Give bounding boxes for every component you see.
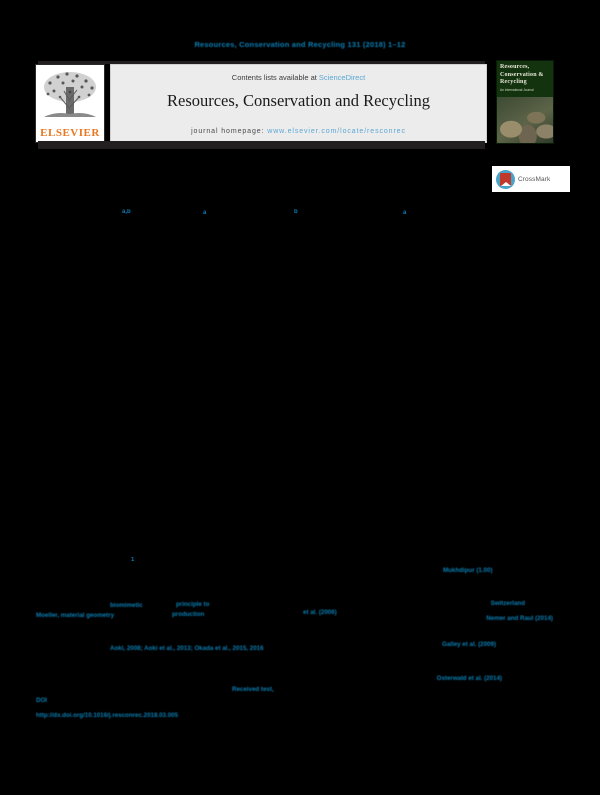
elsevier-tree-icon: [36, 67, 104, 125]
masthead-top-rule: [38, 61, 485, 64]
affiliation-marker-3[interactable]: a: [403, 210, 407, 216]
citation-link-9[interactable]: production: [172, 611, 205, 618]
citation-link-4[interactable]: Galley et al. (2009): [442, 641, 496, 648]
sciencedirect-link[interactable]: ScienceDirect: [318, 73, 366, 82]
affiliation-marker-2[interactable]: b: [294, 209, 298, 215]
running-head: Resources, Conservation and Recycling 13…: [194, 40, 406, 49]
citation-link-2[interactable]: et al. (2006): [303, 609, 337, 616]
elsevier-logo: ELSEVIER: [35, 64, 105, 143]
crossmark-label: CrossMark: [518, 175, 551, 183]
citation-link-10[interactable]: Aoki, 2008; Aoki et al., 2013; Okada et …: [110, 645, 264, 652]
citation-link-13[interactable]: http://dx.doi.org/10.1016/j.resconrec.20…: [36, 712, 179, 719]
affiliation-marker-0[interactable]: a,b: [122, 209, 131, 215]
citation-link-6[interactable]: biomimetic: [110, 602, 143, 609]
journal-title: Resources, Conservation and Recycling: [166, 91, 431, 110]
journal-homepage-line: journal homepage: www.elsevier.com/locat…: [111, 128, 486, 135]
homepage-label: journal homepage:: [191, 128, 265, 135]
journal-masthead: Contents lists available at ScienceDirec…: [110, 64, 487, 143]
contents-label: Contents lists available at: [231, 73, 317, 82]
cover-subtitle: An International Journal: [500, 88, 534, 92]
cover-title: Resources, Conservation & Recycling: [500, 64, 544, 85]
citation-link-5[interactable]: Osterwald et al. (2014): [436, 675, 502, 682]
citation-link-0[interactable]: Mukhdipur (1.00): [443, 567, 493, 574]
journal-cover-thumbnail: Resources, Conservation & Recycling An I…: [496, 60, 554, 144]
crossmark-badge[interactable]: CrossMark: [492, 166, 570, 192]
citation-link-7[interactable]: Moeller, material geometry: [36, 612, 115, 619]
citation-link-11[interactable]: Received test,: [232, 686, 274, 693]
contents-line: Contents lists available at ScienceDirec…: [111, 73, 486, 82]
crossmark-icon: [496, 169, 515, 189]
cover-photo: [497, 97, 553, 143]
homepage-url[interactable]: www.elsevier.com/locate/resconrec: [267, 128, 406, 135]
citation-link-1[interactable]: Switzerland: [490, 600, 525, 607]
masthead-bottom-rule: [38, 141, 485, 149]
citation-link-12[interactable]: DOI: [36, 697, 48, 704]
citation-link-3[interactable]: Nemer and Raul (2014): [486, 615, 553, 622]
elsevier-wordmark: ELSEVIER: [40, 127, 100, 139]
citation-link-8[interactable]: principle to: [176, 601, 210, 608]
affiliation-marker-1[interactable]: a: [203, 210, 207, 216]
footnote-marker[interactable]: 1: [131, 557, 135, 563]
